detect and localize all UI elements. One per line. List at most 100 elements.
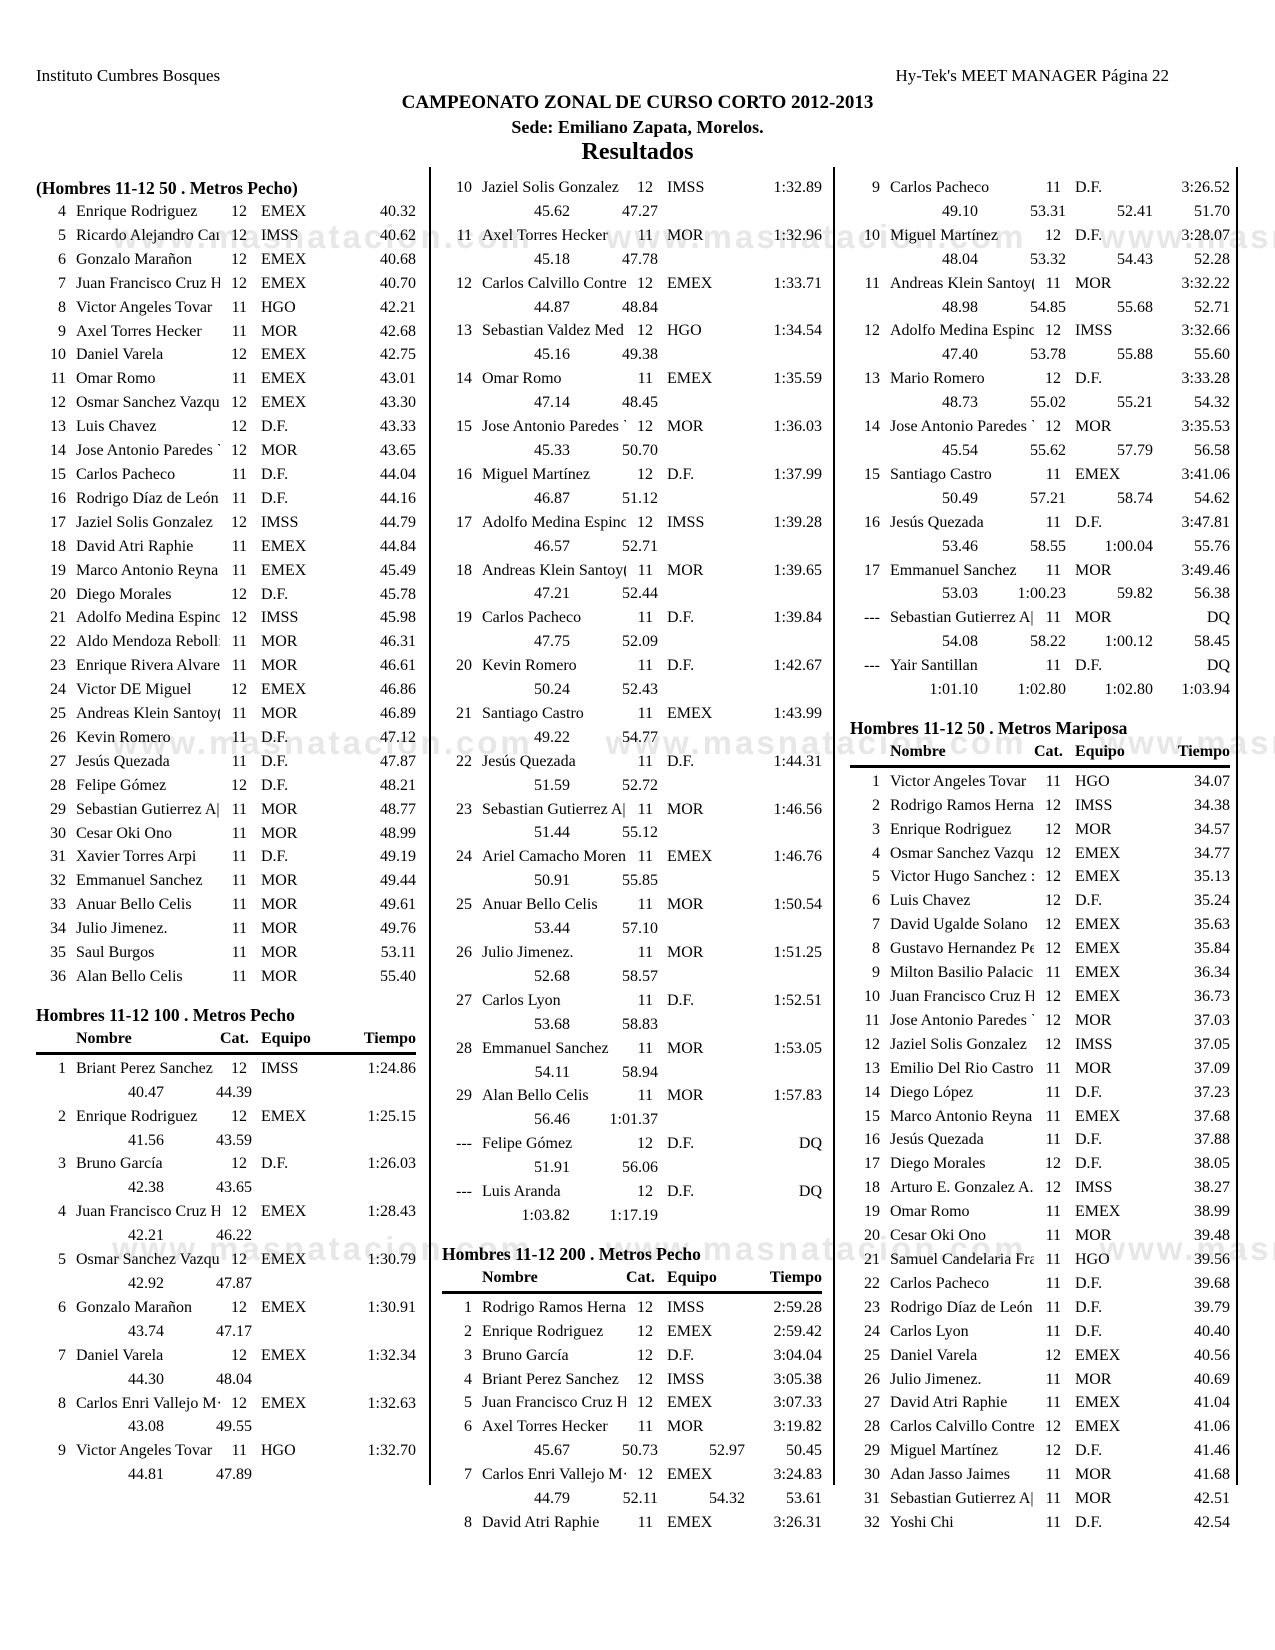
final-time: 3:41.06 (1181, 465, 1230, 483)
result-row: 16 Jesús Quezada 11 D.F. 3:47.81 (850, 511, 1230, 535)
split-time: 58.83 (622, 1015, 658, 1033)
place: 4 (872, 844, 880, 862)
swimmer-name: Victor Hugo Sanchez : (890, 868, 1034, 886)
team: D.F. (1075, 892, 1103, 910)
team: MOR (261, 944, 298, 962)
results-column-1: (Hombres 11-12 50 . Metros Pecho) 4 Enriqu… (36, 176, 416, 1487)
split-time: 54.32 (1194, 394, 1230, 412)
split-time: 1:01.37 (609, 1111, 658, 1129)
final-time: 3:32.66 (1181, 322, 1230, 340)
category: 11 (231, 537, 247, 555)
place: 16 (864, 1131, 880, 1149)
place: 16 (456, 465, 472, 483)
split-time: 48.45 (622, 394, 658, 412)
final-time: 46.61 (380, 657, 416, 675)
header-equipo: Equipo (667, 1268, 717, 1286)
team: HGO (261, 298, 296, 316)
final-time: 37.03 (1194, 1011, 1230, 1029)
final-time: 37.88 (1194, 1131, 1230, 1149)
split-time: 48.04 (216, 1370, 252, 1388)
place: 17 (864, 1155, 880, 1173)
place: 2 (872, 796, 880, 814)
page-header: Instituto Cumbres Bosques Hy-Tek's MEET … (36, 66, 1169, 86)
result-row: 23 Rodrigo Díaz de León 11 D.F. 39.79 (850, 1296, 1230, 1320)
result-row: 34 Julio Jimenez. 11 MOR 49.76 (36, 917, 416, 941)
final-time: 45.78 (380, 585, 416, 603)
result-row: 20 Diego Morales 12 D.F. 45.78 (36, 583, 416, 607)
team: IMSS (667, 1370, 705, 1388)
result-row: 3 Bruno García 12 D.F. 1:26.03 (36, 1152, 416, 1176)
swimmer-name: Yoshi Chi (890, 1513, 954, 1531)
final-time: 40.62 (380, 226, 416, 244)
result-row: 25 Anuar Bello Celis 11 MOR 1:50.54 (442, 893, 822, 917)
category: 11 (637, 609, 653, 627)
place: 18 (456, 561, 472, 579)
swimmer-name: Sebastian Gutierrez A| (890, 609, 1034, 627)
place: 27 (50, 752, 66, 770)
place: 30 (864, 1466, 880, 1484)
split-time: 48.84 (622, 298, 658, 316)
category: 12 (637, 465, 653, 483)
final-time: 3:24.83 (773, 1466, 822, 1484)
swimmer-name: David Atri Raphie (482, 1513, 600, 1531)
split-time: 58.22 (1030, 633, 1066, 651)
split-time: 56.58 (1194, 441, 1230, 459)
team: HGO (1075, 772, 1110, 790)
category: 11 (637, 561, 653, 579)
category: 12 (231, 1059, 247, 1077)
splits-row: 49.10 53.31 52.41 51.70 (850, 200, 1230, 224)
team: MOR (261, 920, 298, 938)
watermark-text: www.masnatacion.com www.masnatacion.com … (112, 1230, 1275, 1267)
place: 20 (456, 657, 472, 675)
swimmer-name: Arturo E. Gonzalez A. (890, 1179, 1034, 1197)
splits-row: 46.57 52.71 (442, 535, 822, 559)
category: 12 (231, 585, 247, 603)
category: 11 (1045, 179, 1061, 196)
category: 12 (637, 1298, 653, 1316)
result-row: 5 Osmar Sanchez Vazqu: 12 EMEX 1:30.79 (36, 1248, 416, 1272)
header-cat: Cat. (220, 1029, 249, 1047)
split-time: 52.71 (1194, 298, 1230, 316)
category: 11 (637, 226, 653, 244)
category: 11 (637, 944, 653, 961)
team: D.F. (667, 991, 695, 1009)
category: 11 (231, 872, 247, 890)
category: 11 (1045, 465, 1061, 483)
result-row: 35 Saul Burgos 11 MOR 53.11 (36, 941, 416, 965)
final-time: 43.01 (380, 370, 416, 388)
split-time: 52.72 (622, 776, 658, 794)
event-section: 10 Jaziel Solis Gonzalez 12 IMSS 1:32.89 45.6… (442, 176, 822, 1228)
splits-row: 43.74 47.17 (36, 1320, 416, 1344)
result-row: 33 Anuar Bello Celis 11 MOR 49.61 (36, 893, 416, 917)
team: D.F. (667, 609, 695, 627)
swimmer-name: Jose Antonio Paredes ` (482, 418, 626, 436)
team: D.F. (261, 585, 289, 603)
splits-row: 51.91 56.06 (442, 1156, 822, 1180)
team: D.F. (667, 465, 695, 483)
place: 12 (456, 274, 472, 292)
place: 29 (50, 800, 66, 818)
result-row: 5 Victor Hugo Sanchez : 12 EMEX 35.13 (850, 865, 1230, 889)
results-heading: Resultados (581, 139, 694, 165)
splits-row: 1:03.82 1:17.19 (442, 1204, 822, 1228)
team: MOR (261, 705, 298, 723)
category: 12 (231, 203, 247, 220)
final-time: DQ (1206, 609, 1230, 627)
team: MOR (1075, 274, 1112, 292)
category: 11 (637, 896, 653, 914)
final-time: 2:59.28 (773, 1298, 822, 1316)
final-time: 34.57 (1194, 820, 1230, 838)
swimmer-name: Samuel Candelaria Fra (890, 1250, 1034, 1268)
meet-title: CAMPEONATO ZONAL DE CURSO CORTO 2012-201… (401, 92, 874, 113)
final-time: 43.33 (380, 418, 416, 436)
swimmer-name: Victor Angeles Tovar (890, 772, 1027, 790)
swimmer-name: Felipe Gómez (76, 776, 167, 794)
final-time: 1:53.05 (773, 1039, 822, 1057)
place: 3 (464, 1346, 472, 1364)
split-time: 43.74 (128, 1322, 164, 1340)
swimmer-name: Adolfo Medina Espinc (890, 322, 1034, 340)
split-time: 51.91 (534, 1159, 570, 1177)
final-time: 35.13 (1194, 868, 1230, 886)
place: 13 (50, 418, 66, 436)
team: MOR (1075, 820, 1112, 838)
